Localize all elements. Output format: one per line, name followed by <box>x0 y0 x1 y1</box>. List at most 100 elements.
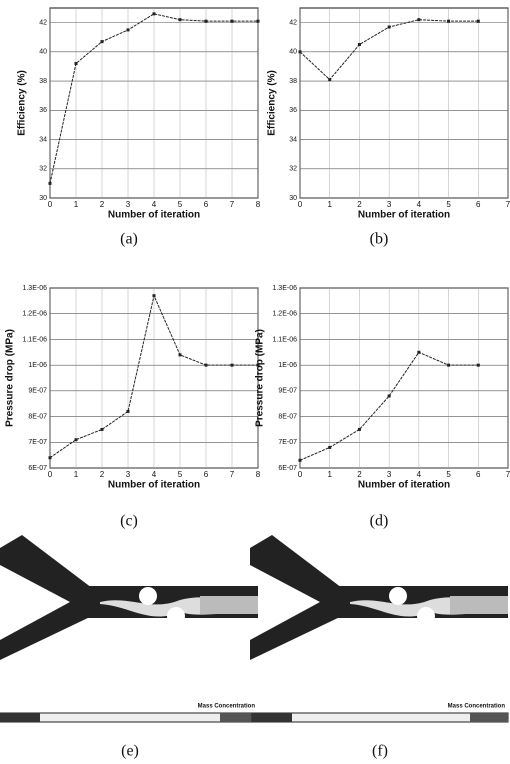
x-tick-label: 6 <box>476 470 481 479</box>
data-point <box>101 40 104 43</box>
data-point <box>388 26 391 29</box>
x-tick-label: 0 <box>48 200 53 209</box>
data-point <box>447 364 450 367</box>
x-tick-label: 8 <box>256 200 261 209</box>
y-tick-label: 34 <box>289 136 297 143</box>
x-tick-label: 2 <box>100 470 105 479</box>
data-point <box>75 438 78 441</box>
plot-area <box>300 288 508 468</box>
y-tick-label: 30 <box>39 195 47 202</box>
x-tick-label: 3 <box>126 200 131 209</box>
figure: Mass Concentration (e) Mass Concentratio… <box>0 0 510 764</box>
x-tick-label: 7 <box>506 200 510 209</box>
y-axis-label: Pressure drop (MPa) <box>255 329 266 427</box>
data-point <box>179 18 182 21</box>
x-axis-label: Number of iteration <box>358 210 450 221</box>
data-point <box>328 78 331 81</box>
x-tick-label: 0 <box>298 470 303 479</box>
data-point <box>417 18 420 21</box>
data-point <box>205 20 208 23</box>
y-tick-label: 1E-06 <box>278 362 297 369</box>
y-axis-label: Pressure drop (MPa) <box>5 329 16 427</box>
x-tick-label: 3 <box>387 200 392 209</box>
y-tick-label: 30 <box>289 195 297 202</box>
y-axis-label: Efficiency (%) <box>267 70 278 136</box>
x-tick-label: 6 <box>204 470 209 479</box>
x-axis-label: Number of iteration <box>358 480 450 491</box>
y-tick-label: 6E-07 <box>28 465 47 472</box>
x-tick-label: 5 <box>446 470 451 479</box>
y-tick-label: 6E-07 <box>278 465 297 472</box>
x-tick-label: 0 <box>298 200 303 209</box>
y-tick-label: 1.1E-06 <box>272 336 297 343</box>
data-point <box>231 364 234 367</box>
data-point <box>49 456 52 459</box>
x-tick-label: 7 <box>230 200 235 209</box>
x-tick-label: 2 <box>357 470 362 479</box>
data-point <box>127 28 130 31</box>
x-tick-label: 4 <box>417 200 422 209</box>
y-tick-label: 1E-06 <box>28 362 47 369</box>
x-tick-label: 2 <box>357 200 362 209</box>
x-tick-label: 4 <box>417 470 422 479</box>
simulation-image <box>0 535 258 722</box>
simulation-image <box>250 535 508 722</box>
y-tick-label: 1.3E-06 <box>272 285 297 292</box>
y-tick-label: 32 <box>289 166 297 173</box>
x-tick-label: 1 <box>327 470 332 479</box>
data-point <box>153 12 156 15</box>
x-tick-label: 0 <box>48 470 53 479</box>
data-point <box>179 353 182 356</box>
x-tick-label: 1 <box>327 200 332 209</box>
y-tick-label: 8E-07 <box>28 413 47 420</box>
caption: (c) <box>120 513 138 530</box>
y-tick-label: 36 <box>289 107 297 114</box>
x-tick-label: 3 <box>387 470 392 479</box>
data-point <box>477 364 480 367</box>
x-tick-label: 4 <box>152 200 157 209</box>
data-point <box>75 62 78 65</box>
y-tick-label: 7E-07 <box>278 439 297 446</box>
x-tick-label: 8 <box>256 470 261 479</box>
y-tick-label: 42 <box>289 19 297 26</box>
x-tick-label: 1 <box>74 200 79 209</box>
y-tick-label: 40 <box>39 49 47 56</box>
y-tick-label: 8E-07 <box>278 413 297 420</box>
y-tick-label: 38 <box>289 78 297 85</box>
x-axis-label: Number of iteration <box>108 210 200 221</box>
data-point <box>328 446 331 449</box>
y-tick-label: 1.2E-06 <box>272 311 297 318</box>
y-tick-label: 7E-07 <box>28 439 47 446</box>
x-tick-label: 5 <box>446 200 451 209</box>
data-point <box>299 459 302 462</box>
x-tick-label: 3 <box>126 470 131 479</box>
data-point <box>417 351 420 354</box>
y-tick-label: 38 <box>39 78 47 85</box>
x-tick-label: 5 <box>178 200 183 209</box>
y-tick-label: 9E-07 <box>28 388 47 395</box>
x-tick-label: 5 <box>178 470 183 479</box>
data-point <box>477 20 480 23</box>
x-tick-label: 6 <box>476 200 481 209</box>
x-tick-label: 6 <box>204 200 209 209</box>
data-point <box>447 20 450 23</box>
y-tick-label: 34 <box>39 136 47 143</box>
data-point <box>153 294 156 297</box>
x-tick-label: 7 <box>506 470 510 479</box>
x-tick-label: 4 <box>152 470 157 479</box>
y-tick-label: 1.1E-06 <box>22 336 47 343</box>
data-point <box>388 395 391 398</box>
legend-title: Mass Concentration <box>198 704 256 710</box>
x-tick-label: 2 <box>100 200 105 209</box>
y-tick-label: 36 <box>39 107 47 114</box>
caption: (e) <box>121 743 139 760</box>
caption: (f) <box>372 743 388 760</box>
caption: (d) <box>370 513 389 530</box>
data-point <box>231 20 234 23</box>
data-point <box>49 182 52 185</box>
y-tick-label: 32 <box>39 166 47 173</box>
data-point <box>205 364 208 367</box>
y-tick-label: 9E-07 <box>278 388 297 395</box>
data-point <box>101 428 104 431</box>
y-tick-label: 42 <box>39 19 47 26</box>
